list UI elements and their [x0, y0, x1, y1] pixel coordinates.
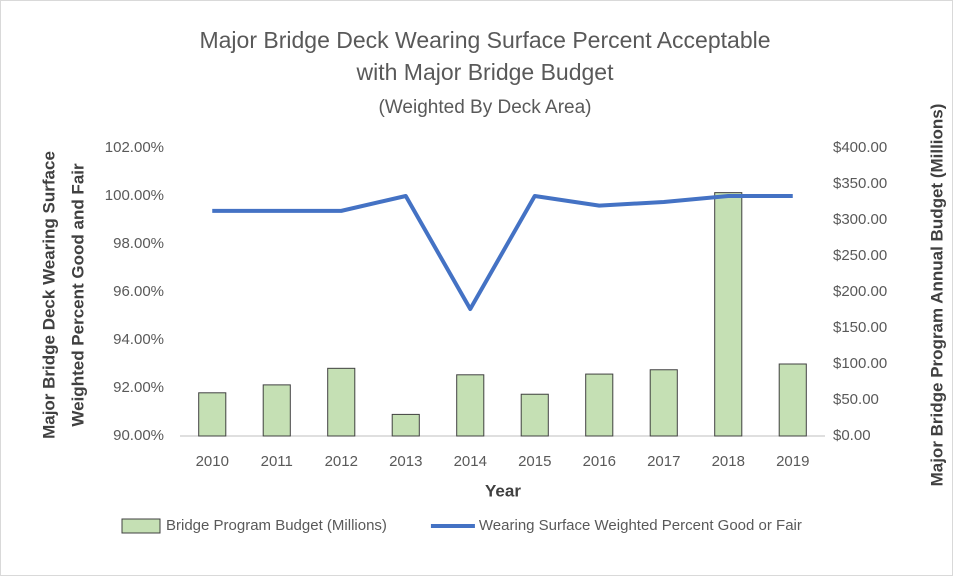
bar	[327, 367, 356, 437]
y2-tick-label: $250.00	[833, 247, 887, 264]
x-tick-label: 2010	[196, 453, 229, 470]
x-tick-label: 2013	[389, 453, 422, 470]
x-tick-label: 2018	[712, 453, 745, 470]
x-tick-label: 2017	[647, 453, 680, 470]
x-tick-label: 2012	[325, 453, 358, 470]
chart-subtitle: (Weighted By Deck Area)	[379, 97, 592, 118]
chart-title: Major Bridge Deck Wearing Surface Percen…	[199, 27, 770, 53]
y2-tick-label: $0.00	[833, 427, 871, 444]
legend-label: Wearing Surface Weighted Percent Good or…	[479, 517, 802, 534]
y-axis-title: Weighted Percent Good and Fair	[68, 163, 87, 427]
x-tick-label: 2016	[583, 453, 616, 470]
bar	[520, 393, 549, 437]
x-tick-label: 2015	[518, 453, 551, 470]
bar	[649, 369, 678, 437]
y-tick-label: 90.00%	[113, 427, 164, 444]
y2-tick-label: $200.00	[833, 283, 887, 300]
bar	[714, 192, 743, 437]
y-tick-label: 98.00%	[113, 235, 164, 252]
bar	[778, 363, 807, 437]
y2-tick-label: $350.00	[833, 175, 887, 192]
y-tick-label: 102.00%	[105, 139, 164, 156]
x-tick-label: 2019	[776, 453, 809, 470]
bar	[585, 373, 614, 437]
y2-tick-label: $150.00	[833, 319, 887, 336]
y-tick-label: 94.00%	[113, 331, 164, 348]
line	[212, 194, 793, 312]
bar	[391, 413, 420, 437]
y2-tick-label: $300.00	[833, 211, 887, 228]
y2-tick-label: $400.00	[833, 139, 887, 156]
y2-tick-label: $50.00	[833, 391, 879, 408]
y-axis-title: Major Bridge Deck Wearing Surface	[39, 151, 58, 439]
y2-tick-label: $100.00	[833, 355, 887, 372]
x-tick-label: 2011	[261, 453, 293, 470]
legend-swatch	[121, 518, 161, 534]
bar	[198, 392, 227, 437]
legend-label: Bridge Program Budget (Millions)	[166, 517, 387, 534]
bar	[262, 384, 291, 437]
y2-axis-title: Major Bridge Program Annual Budget (Mill…	[927, 104, 946, 487]
y-tick-label: 92.00%	[113, 379, 164, 396]
x-axis-title: Year	[485, 481, 521, 500]
y-tick-label: 100.00%	[105, 187, 164, 204]
y-tick-label: 96.00%	[113, 283, 164, 300]
chart-title: with Major Bridge Budget	[356, 59, 615, 85]
x-tick-label: 2014	[454, 453, 487, 470]
bar	[456, 374, 485, 437]
